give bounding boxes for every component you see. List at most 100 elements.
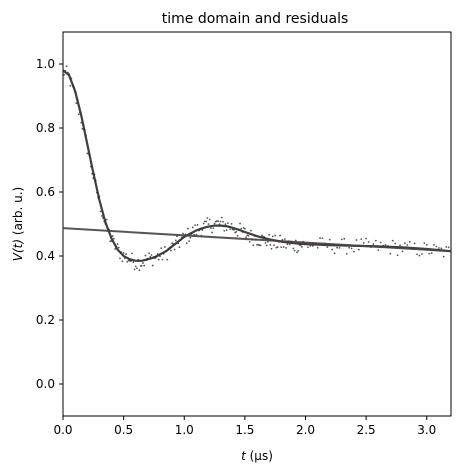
scatter-point xyxy=(338,246,341,249)
scatter-point xyxy=(372,243,375,245)
scatter-point xyxy=(435,245,438,248)
scatter-point xyxy=(260,234,263,237)
plot-frame xyxy=(62,31,452,417)
scatter-point xyxy=(331,248,334,251)
scatter-point xyxy=(294,239,297,242)
scatter-point xyxy=(166,258,169,261)
scatter-point xyxy=(69,84,72,87)
scatter-point xyxy=(430,252,433,254)
background-line xyxy=(63,227,451,253)
scatter-point xyxy=(413,242,416,245)
scatter-point xyxy=(186,227,189,230)
y-tick-label: 0.8 xyxy=(36,121,55,135)
scatter-point xyxy=(265,244,268,247)
scatter-point xyxy=(268,233,271,236)
scatter-point xyxy=(63,73,66,76)
scatter-point xyxy=(269,244,272,246)
scatter-point xyxy=(144,254,147,257)
x-tick-label: 1.0 xyxy=(175,423,194,437)
scatter-point xyxy=(280,246,283,249)
scatter-point xyxy=(111,235,114,237)
scatter-point xyxy=(213,222,216,225)
scatter-point xyxy=(151,264,154,267)
scatter-point xyxy=(377,249,380,252)
scatter-point xyxy=(362,242,365,244)
scatter-point xyxy=(148,252,150,255)
y-tick-label: 0.6 xyxy=(36,185,55,199)
scatter-point xyxy=(353,250,355,253)
scatter-point xyxy=(138,269,141,272)
scatter-point xyxy=(447,246,450,249)
scatter-point xyxy=(416,253,418,256)
scatter-point xyxy=(63,67,64,69)
scatter-point xyxy=(274,234,277,237)
scatter-point xyxy=(236,234,239,237)
scatter-point xyxy=(194,224,197,227)
scatter-point xyxy=(235,230,238,233)
scatter-point xyxy=(252,244,255,247)
scatter-point xyxy=(321,237,324,240)
scatter-point xyxy=(421,253,423,255)
scatter-point xyxy=(142,262,144,264)
scatter-point xyxy=(247,234,250,237)
scatter-point xyxy=(343,237,346,240)
scatter-point xyxy=(208,218,211,221)
y-tick-label: 0.4 xyxy=(36,249,55,263)
scatter-point xyxy=(292,247,295,250)
scatter-point xyxy=(350,247,353,250)
data-marks xyxy=(63,65,451,272)
scatter-point xyxy=(174,239,177,242)
y-axis-label: V(t) (arb. u.) xyxy=(11,187,25,261)
scatter-point xyxy=(273,244,275,247)
scatter-point xyxy=(133,268,136,271)
scatter-point xyxy=(279,234,281,237)
y-axis: 0.0 0.2 0.4 0.6 0.8 1.0 xyxy=(36,57,63,391)
scatter-point xyxy=(243,227,246,230)
scatter-point xyxy=(442,255,445,258)
scatter-point xyxy=(77,113,80,116)
scatter-point xyxy=(425,243,428,246)
scatter-point xyxy=(437,247,440,249)
scatter-point xyxy=(264,242,267,244)
scatter-point xyxy=(367,241,370,243)
scatter-point xyxy=(355,239,358,241)
x-tick-label: 3.0 xyxy=(417,423,436,437)
x-axis-label-symbol: t xyxy=(241,449,247,463)
scatter-point xyxy=(225,229,228,232)
x-tick-label: 1.5 xyxy=(235,423,254,437)
scatter-point xyxy=(245,236,247,239)
scatter-point xyxy=(113,237,115,240)
scatter-point xyxy=(122,252,125,254)
scatter-point xyxy=(240,227,243,230)
scatter-point xyxy=(207,223,210,226)
scatter-point xyxy=(205,220,207,223)
scatter-point xyxy=(160,247,163,249)
scatter-point xyxy=(450,251,451,254)
scatter-point xyxy=(157,258,160,261)
scatter-point xyxy=(283,238,286,240)
scatter-point xyxy=(271,235,274,238)
y-axis-label-symbol: V(t) xyxy=(11,239,25,261)
scatter-point xyxy=(170,249,172,252)
scatter-point xyxy=(333,252,336,255)
scatter-point xyxy=(229,228,232,231)
scatter-point xyxy=(307,246,309,249)
scatter-point xyxy=(136,267,138,270)
scatter-point xyxy=(276,246,279,249)
scatter-point xyxy=(345,252,348,255)
scatter-point xyxy=(423,242,426,244)
scatter-point xyxy=(336,246,338,249)
scatter-point xyxy=(189,236,192,239)
scatter-point xyxy=(99,210,102,213)
scatter-point xyxy=(185,242,188,245)
scatter-point xyxy=(114,247,117,250)
scatter-point xyxy=(201,229,204,231)
scatter-point xyxy=(140,265,143,267)
scatter-point xyxy=(300,246,303,248)
scatter-point xyxy=(288,243,291,246)
scatter-point xyxy=(399,244,401,247)
scatter-point xyxy=(143,264,146,267)
scatter-point xyxy=(440,247,443,250)
scatter-point xyxy=(319,237,321,239)
